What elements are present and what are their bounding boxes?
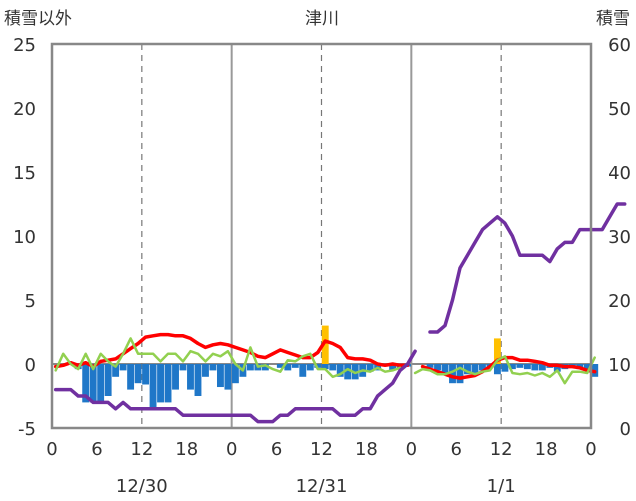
bar [321, 325, 329, 364]
bar [449, 364, 456, 384]
date-label: 12/31 [296, 476, 348, 497]
bar [261, 364, 269, 371]
y-tick-left: 25 [13, 35, 36, 56]
grid-lines [52, 44, 591, 428]
y-tick-left: 10 [13, 227, 36, 248]
y-tick-right: 40 [608, 163, 631, 184]
plot-axes [50, 42, 593, 430]
date-label: 12/30 [116, 476, 168, 497]
bar [179, 364, 187, 371]
y-tick-left: 15 [13, 163, 36, 184]
y-tick-right: 60 [608, 35, 631, 56]
bar [516, 364, 524, 368]
bar [344, 364, 352, 380]
bar [231, 364, 239, 384]
bar [493, 338, 501, 364]
bar [479, 364, 486, 371]
bar [456, 364, 464, 384]
bar [501, 364, 509, 372]
bar [508, 364, 516, 370]
bar [291, 364, 299, 368]
bar [172, 364, 179, 390]
x-tick: 6 [451, 439, 462, 460]
plot-frame [50, 42, 593, 430]
bar [149, 364, 157, 409]
bar [284, 364, 292, 371]
bar [538, 364, 546, 371]
bar [194, 364, 202, 396]
bar [127, 364, 135, 390]
bar [134, 364, 142, 384]
bar [321, 364, 329, 370]
bar [471, 364, 479, 373]
right-axis-label: 積雪 [596, 9, 630, 29]
series-line [53, 202, 627, 424]
date-label: 1/1 [487, 476, 516, 497]
bar [314, 364, 322, 368]
x-tick: 18 [355, 439, 378, 460]
bar [306, 364, 314, 371]
x-tick: 0 [406, 439, 417, 460]
y-tick-left: 5 [25, 291, 36, 312]
bar [583, 364, 591, 371]
x-tick: 12 [490, 439, 513, 460]
bar [531, 364, 539, 371]
line-series [53, 202, 627, 424]
bar [112, 364, 120, 377]
x-tick: 12 [130, 439, 153, 460]
y-tick-left: 20 [13, 99, 36, 120]
bar [157, 364, 164, 403]
bar [82, 364, 90, 403]
x-tick: 12 [310, 439, 333, 460]
bar [329, 364, 337, 371]
x-tick: 18 [175, 439, 198, 460]
series-line [54, 337, 596, 385]
bar [246, 364, 254, 371]
bar [336, 364, 344, 377]
bar [119, 364, 127, 371]
x-tick: 6 [271, 439, 282, 460]
bar [441, 364, 449, 373]
bar [299, 364, 307, 377]
bar [187, 364, 194, 390]
x-tick: 18 [535, 439, 558, 460]
y-tick-right: 50 [608, 99, 631, 120]
bar [89, 364, 97, 403]
bar [202, 364, 209, 377]
bar [434, 364, 441, 371]
bar [464, 364, 471, 375]
bar [389, 364, 397, 371]
bar [216, 364, 224, 388]
y-tick-right: 10 [608, 355, 631, 376]
bar [209, 364, 217, 371]
y-tick-right: 20 [608, 291, 631, 312]
bar [493, 364, 501, 375]
bar [523, 364, 531, 370]
bar [142, 364, 150, 385]
bar [276, 364, 284, 368]
bar [553, 364, 561, 372]
bar [164, 364, 172, 403]
x-tick: 6 [91, 439, 102, 460]
bar [426, 364, 434, 368]
x-tick: 0 [46, 439, 57, 460]
y-tick-left: 0 [25, 355, 36, 376]
bar [97, 364, 105, 403]
bar [366, 364, 374, 372]
x-tick: 0 [585, 439, 596, 460]
y-tick-right: 0 [620, 419, 631, 440]
y-tick-left: -5 [18, 419, 36, 440]
x-tick: 0 [226, 439, 237, 460]
bar-series [74, 325, 599, 409]
series-line [53, 332, 597, 380]
y-tick-right: 30 [608, 227, 631, 248]
bar [224, 364, 232, 390]
bar [104, 364, 112, 396]
chart-title: 津川 [305, 9, 339, 29]
left-axis-label: 積雪以外 [4, 9, 72, 29]
